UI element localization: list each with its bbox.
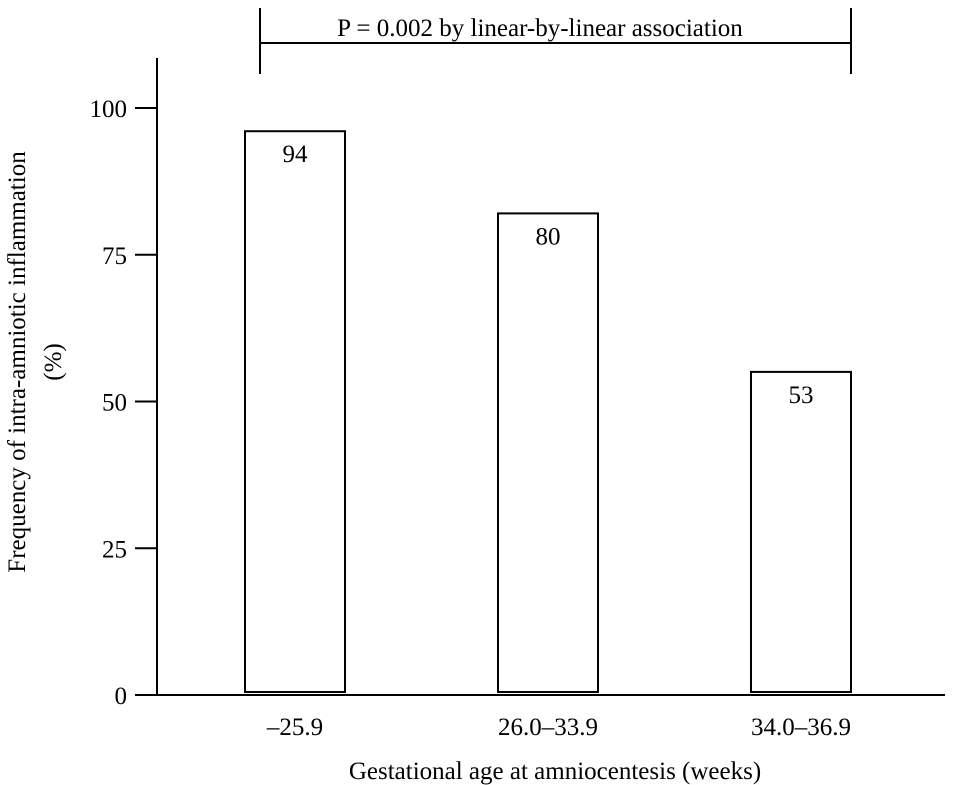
bar-value-label: 80 [536,223,561,250]
y-tick-label: 0 [115,683,128,710]
x-category-label: 34.0–36.9 [751,714,851,741]
significance-annotation: P = 0.002 by linear-by-linear associatio… [337,15,743,42]
bar [497,212,599,693]
significance-bracket: P = 0.002 by linear-by-linear associatio… [259,8,852,74]
bar-value-label: 94 [283,141,309,168]
y-axis-ticks: 0 25 50 75 100 [90,96,157,710]
x-category-label: –25.9 [266,714,323,741]
bar-value-label: 53 [789,382,814,409]
x-axis-category-labels: –25.9 26.0–33.9 34.0–36.9 [266,714,851,741]
x-axis-title: Gestational age at amniocentesis (weeks) [349,758,761,785]
y-tick-label: 100 [90,96,128,123]
bar [750,370,852,693]
y-axis-title-line-1: Frequency of intra-amniotic inflammation [4,151,31,573]
y-tick-label: 50 [102,390,127,417]
bars-group: 94 80 53 [244,130,852,694]
y-tick-label: 75 [102,243,127,270]
y-axis-title-line-2: (%) [40,343,67,380]
y-axis-title: Frequency of intra-amniotic inflammation… [4,151,67,573]
x-category-label: 26.0–33.9 [498,714,598,741]
bar [244,130,346,694]
y-tick-label: 25 [102,536,127,563]
